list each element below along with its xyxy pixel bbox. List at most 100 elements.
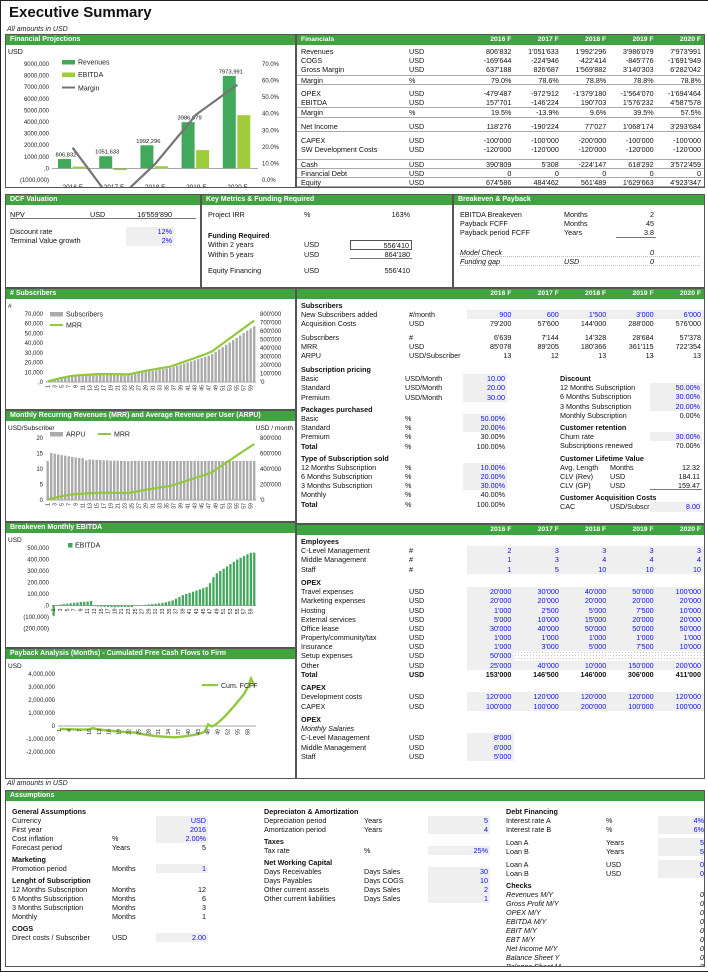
input-cell[interactable]: 10'000 — [514, 615, 561, 624]
input-cell[interactable]: 5'000 — [562, 606, 609, 615]
input-cell[interactable]: 100'000 — [467, 702, 514, 711]
input-cell[interactable]: 30.00% — [650, 432, 702, 441]
input-cell[interactable]: 100'000 — [609, 702, 656, 711]
input-cell[interactable]: 600 — [514, 310, 561, 319]
input-cell[interactable]: 30 — [428, 867, 490, 876]
input-cell[interactable]: 20'000 — [514, 596, 561, 605]
input-cell[interactable]: 120'000 — [609, 692, 656, 701]
input-cell[interactable]: 5 — [658, 847, 705, 856]
input-cell[interactable]: 50'000 — [609, 587, 656, 596]
input-cell[interactable]: 10'000 — [657, 642, 704, 651]
input-cell[interactable]: 6'000 — [467, 743, 514, 752]
input-cell[interactable]: 8.00 — [650, 502, 702, 511]
input-cell[interactable]: 4 — [609, 555, 656, 564]
input-cell[interactable]: 12% — [126, 227, 174, 236]
input-cell[interactable]: 10'000 — [657, 606, 704, 615]
input-cell[interactable]: 1 — [156, 864, 208, 873]
input-cell[interactable]: 1'000 — [562, 633, 609, 642]
input-cell[interactable]: 7'500 — [609, 642, 656, 651]
input-cell[interactable]: 0 — [658, 869, 705, 878]
input-cell[interactable]: 120'000 — [514, 692, 561, 701]
input-cell[interactable]: 2 — [467, 546, 514, 555]
input-cell[interactable]: 10.00 — [463, 374, 507, 383]
input-cell[interactable]: 50'000 — [562, 624, 609, 633]
input-cell[interactable]: 3 — [657, 546, 704, 555]
input-cell[interactable]: 30.00% — [463, 481, 507, 490]
input-cell[interactable]: 20'000 — [609, 596, 656, 605]
input-cell[interactable]: 20.00% — [463, 472, 507, 481]
input-cell[interactable]: 0 — [658, 860, 705, 869]
input-cell[interactable]: 30.00% — [650, 392, 702, 401]
input-cell[interactable]: 2% — [126, 236, 174, 245]
input-cell[interactable]: 10.00% — [463, 463, 507, 472]
input-cell[interactable]: 50.00% — [463, 414, 507, 423]
input-cell[interactable]: 30'000 — [514, 587, 561, 596]
input-cell[interactable]: 2.00 — [156, 933, 208, 942]
input-cell[interactable]: 7'500 — [609, 606, 656, 615]
input-cell[interactable]: 8'000 — [467, 733, 514, 742]
input-cell[interactable]: 10 — [609, 565, 656, 574]
input-cell[interactable]: 3 — [562, 546, 609, 555]
input-cell[interactable]: 1 — [467, 555, 514, 564]
input-cell[interactable]: 900 — [467, 310, 514, 319]
input-cell[interactable]: 4 — [657, 555, 704, 564]
input-cell[interactable]: 25'000 — [467, 661, 514, 670]
input-cell[interactable]: 10 — [562, 565, 609, 574]
input-cell[interactable]: 20'000 — [562, 596, 609, 605]
input-cell[interactable]: 20.00% — [463, 423, 507, 432]
input-cell[interactable]: 1'500 — [562, 310, 609, 319]
input-cell[interactable]: 1 — [467, 565, 514, 574]
input-cell[interactable]: 100'000 — [657, 587, 704, 596]
input-cell[interactable]: 4 — [562, 555, 609, 564]
input-cell[interactable]: 20'000 — [657, 596, 704, 605]
input-cell[interactable]: 20'000 — [609, 615, 656, 624]
input-cell[interactable]: 50'000 — [657, 624, 704, 633]
input-cell[interactable]: 10 — [657, 565, 704, 574]
input-cell[interactable]: 5'000 — [467, 752, 514, 761]
input-cell[interactable]: 4 — [428, 825, 490, 834]
input-cell[interactable]: 15'000 — [562, 615, 609, 624]
input-cell[interactable]: 120'000 — [467, 692, 514, 701]
input-cell[interactable]: 1'000 — [609, 633, 656, 642]
input-cell[interactable]: 20'000 — [657, 615, 704, 624]
input-cell[interactable]: 10'000 — [562, 661, 609, 670]
input-cell[interactable]: 20'000 — [467, 596, 514, 605]
input-cell[interactable]: USD — [156, 816, 208, 825]
input-cell[interactable]: 3'000 — [514, 642, 561, 651]
input-cell[interactable]: 1'000 — [467, 606, 514, 615]
input-cell[interactable]: 200'000 — [657, 661, 704, 670]
input-cell[interactable]: 2'500 — [514, 606, 561, 615]
input-cell[interactable]: 25% — [428, 846, 490, 855]
input-cell[interactable]: 2.00% — [156, 834, 208, 843]
input-cell[interactable]: 20'000 — [467, 587, 514, 596]
input-cell[interactable]: 1 — [428, 894, 490, 903]
input-cell[interactable]: 3 — [609, 546, 656, 555]
input-cell[interactable]: 30.00 — [463, 393, 507, 402]
input-cell[interactable]: 10 — [428, 876, 490, 885]
input-cell[interactable]: 1'000 — [467, 633, 514, 642]
input-cell[interactable]: 40'000 — [562, 587, 609, 596]
input-cell[interactable]: 20.00% — [650, 402, 702, 411]
input-cell[interactable]: 40'000 — [514, 661, 561, 670]
input-cell[interactable]: 1'000 — [657, 633, 704, 642]
input-cell[interactable]: 50'000 — [609, 624, 656, 633]
input-cell[interactable]: 5 — [428, 816, 490, 825]
input-cell[interactable]: 200'000 — [562, 702, 609, 711]
input-cell[interactable]: 3 — [514, 555, 561, 564]
input-cell[interactable]: 40'000 — [514, 624, 561, 633]
input-cell[interactable]: 5'000 — [562, 642, 609, 651]
input-cell[interactable]: 100'000 — [514, 702, 561, 711]
input-cell[interactable]: 120'000 — [562, 692, 609, 701]
input-cell[interactable]: 5'000 — [467, 615, 514, 624]
input-cell[interactable]: 2 — [428, 885, 490, 894]
input-cell[interactable]: 5 — [658, 838, 705, 847]
input-cell[interactable]: 1'000 — [514, 633, 561, 642]
input-cell[interactable]: 20.00 — [463, 383, 507, 392]
input-cell[interactable]: 6% — [658, 825, 705, 834]
input-cell[interactable]: 120'000 — [657, 692, 704, 701]
input-cell[interactable]: 50'000 — [467, 651, 514, 660]
input-cell[interactable]: 4% — [658, 816, 705, 825]
input-cell[interactable]: 100'000 — [657, 702, 704, 711]
input-cell[interactable]: 5 — [514, 565, 561, 574]
input-cell[interactable]: 3 — [514, 546, 561, 555]
